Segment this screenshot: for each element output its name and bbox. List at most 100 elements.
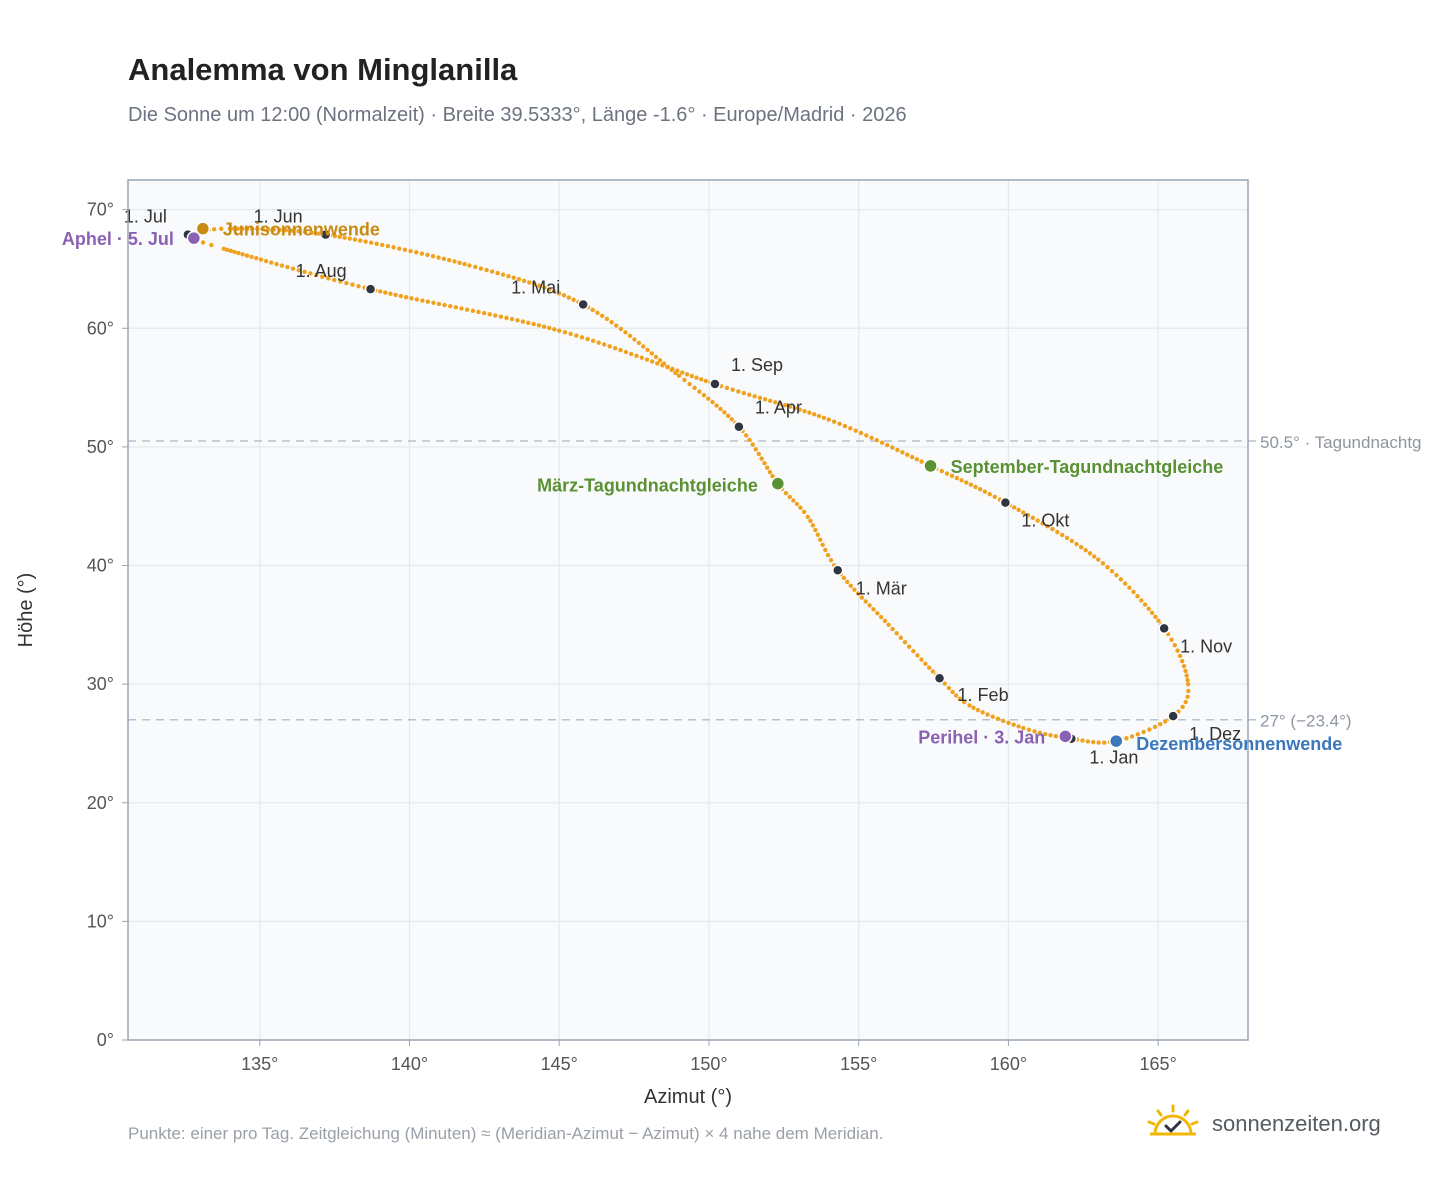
event-marker-label: Dezembersonnenwende xyxy=(1136,734,1342,754)
daily-sun-dot xyxy=(448,304,453,309)
month-marker xyxy=(1167,710,1179,722)
daily-sun-dot xyxy=(694,375,699,380)
daily-sun-dot xyxy=(950,689,955,695)
daily-sun-dot xyxy=(973,484,978,490)
daily-sun-dot xyxy=(848,583,853,589)
axes: 135° 140° 145° 150° 155° 160° 165° 0° 10° 20° 30° 4… xyxy=(87,200,1177,1074)
daily-sun-dot xyxy=(730,387,735,392)
daily-sun-dot xyxy=(725,413,731,418)
daily-sun-dot xyxy=(878,614,884,620)
daily-sun-dot xyxy=(875,610,880,616)
month-marker-label: 1. Feb xyxy=(958,685,1009,705)
daily-sun-dot xyxy=(316,231,321,236)
reference-lines: 50.5° · Tagundnachtg 27° (−23.4°) xyxy=(128,433,1422,731)
daily-sun-dot xyxy=(718,406,723,412)
daily-sun-dot xyxy=(1183,699,1188,705)
daily-sun-dot xyxy=(347,236,352,241)
daily-sun-dot xyxy=(942,681,947,686)
daily-sun-dot xyxy=(391,245,396,250)
chart-title: Analemma von Minglanilla xyxy=(128,52,518,87)
daily-sun-dot xyxy=(919,459,924,464)
event-marker xyxy=(186,230,202,246)
daily-sun-dot xyxy=(1156,618,1161,624)
daily-sun-dot xyxy=(852,587,857,592)
daily-sun-dot xyxy=(909,454,915,460)
event-marker xyxy=(1108,733,1124,749)
x-tick-label: 160° xyxy=(990,1054,1027,1074)
month-marker-label: 1. Sep xyxy=(731,355,783,375)
daily-sun-dot xyxy=(500,272,506,277)
month-marker xyxy=(1158,622,1170,635)
daily-sun-dot xyxy=(859,595,865,600)
daily-sun-dot xyxy=(765,465,770,470)
daily-sun-dot xyxy=(476,309,481,315)
daily-sun-dot xyxy=(964,480,969,485)
daily-sun-dot xyxy=(221,246,227,251)
brand-name: sonnenzeiten.org xyxy=(1212,1110,1381,1136)
daily-sun-dot xyxy=(906,644,912,649)
daily-sun-dot xyxy=(975,707,981,713)
daily-sun-dot xyxy=(1124,736,1129,741)
daily-sun-dot xyxy=(408,248,413,254)
daily-sun-dot xyxy=(890,626,895,632)
daily-sun-dot xyxy=(285,264,290,270)
daily-sun-dot xyxy=(811,412,817,417)
x-tick-label: 150° xyxy=(690,1054,727,1074)
daily-sun-dot xyxy=(332,233,338,239)
daily-sun-dot xyxy=(1016,724,1021,729)
daily-sun-dot xyxy=(953,693,959,698)
daily-sun-dot xyxy=(1158,722,1163,727)
daily-sun-dot xyxy=(821,415,827,420)
daily-sun-dot xyxy=(670,366,675,372)
daily-sun-dot xyxy=(874,438,880,443)
daily-sun-dot xyxy=(959,478,964,483)
daily-sun-dot xyxy=(634,353,639,359)
daily-sun-dot xyxy=(722,410,727,415)
y-axis-label: Höhe (°) xyxy=(15,573,37,648)
daily-sun-dot xyxy=(436,301,442,307)
daily-sun-dot xyxy=(541,324,547,329)
daily-sun-dot xyxy=(810,523,816,528)
daily-sun-dot xyxy=(1025,512,1031,518)
daily-sun-dot xyxy=(1184,673,1189,678)
daily-sun-dot xyxy=(1181,663,1187,669)
daily-sun-dot xyxy=(447,257,452,263)
daily-sun-dot xyxy=(842,423,848,429)
daily-sun-dot xyxy=(453,305,459,310)
daily-sun-dot xyxy=(612,346,618,351)
daily-sun-dot xyxy=(552,327,557,332)
daily-sun-dot xyxy=(419,251,425,256)
daily-sun-dot xyxy=(939,468,944,474)
daily-sun-dot xyxy=(919,657,924,662)
daily-sun-dot xyxy=(618,326,624,332)
daily-sun-dot xyxy=(254,256,259,261)
daily-sun-dot xyxy=(879,440,885,445)
daily-sun-dot xyxy=(792,405,798,411)
daily-sun-dot xyxy=(609,319,614,325)
daily-sun-dot xyxy=(802,408,807,414)
daily-sun-dot xyxy=(403,294,409,300)
daily-sun-dot xyxy=(249,254,254,260)
daily-sun-dot xyxy=(1118,577,1124,582)
daily-sun-dot xyxy=(552,289,557,294)
daily-sun-dot xyxy=(274,261,279,267)
daily-sun-dot xyxy=(750,442,755,447)
daily-sun-dot xyxy=(314,272,319,278)
daily-sun-dot xyxy=(1114,573,1119,578)
daily-sun-dot xyxy=(682,377,687,383)
daily-sun-dot xyxy=(757,395,763,401)
daily-sun-dot xyxy=(481,310,487,316)
daily-sun-dot xyxy=(1127,585,1132,590)
daily-sun-dot xyxy=(1069,538,1075,544)
event-marker-label: Aphel · 5. Jul xyxy=(62,229,174,249)
daily-sun-dot xyxy=(1030,515,1036,521)
brand-link[interactable]: sonnenzeiten.org xyxy=(1146,1104,1381,1143)
daily-sun-dot xyxy=(397,246,402,251)
daily-sun-dot xyxy=(848,426,853,431)
daily-sun-dot xyxy=(752,394,757,399)
daily-sun-dot xyxy=(736,389,741,394)
daily-sun-dot xyxy=(1096,557,1101,562)
daily-sun-dot xyxy=(599,313,605,319)
daily-sun-dot xyxy=(388,291,393,296)
